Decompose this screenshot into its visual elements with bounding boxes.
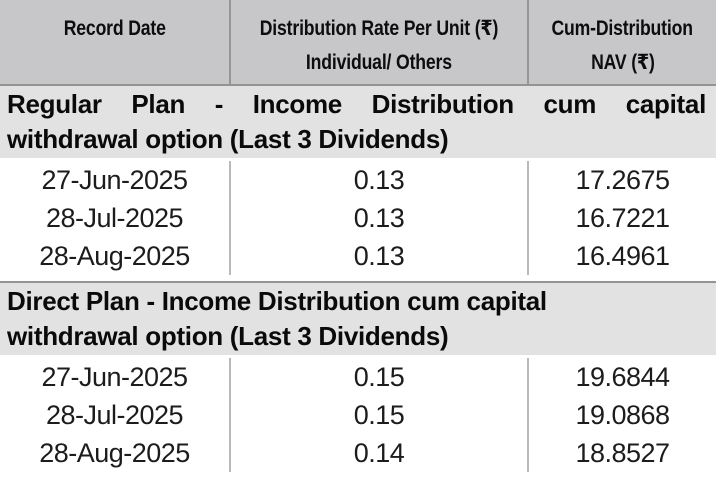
record-date-cell: 28-Jul-2025 (45, 399, 184, 430)
section-title-regular-plan: Regular Plan - Income Distribution cum c… (0, 84, 716, 158)
rate-cell: 0.13 (229, 237, 527, 275)
nav-cell: 16.7221 (527, 199, 716, 237)
rate-cell: 0.15 (229, 396, 527, 434)
record-date-cell: 28-Aug-2025 (39, 437, 190, 468)
nav-cell: 19.6844 (527, 358, 716, 396)
rate-cell: 0.13 (229, 161, 527, 199)
column-header-record-date: Record Date (0, 0, 229, 84)
rate-cell: 0.13 (229, 199, 527, 237)
record-date-cell: 28-Jul-2025 (45, 202, 184, 233)
column-header-distribution-rate-line1: Distribution Rate Per Unit (₹) (259, 17, 499, 40)
section-rows-direct-plan: 27-Jun-2025 0.15 19.6844 28-Jul-2025 0.1… (0, 358, 716, 472)
nav-cell: 16.4961 (527, 237, 716, 275)
section-title-regular-plan-line1: Regular Plan - Income Distribution cum c… (7, 89, 706, 119)
section-rows-regular-plan: 27-Jun-2025 0.13 17.2675 28-Jul-2025 0.1… (0, 161, 716, 275)
column-header-cum-distribution-line1: Cum-Distribution (551, 17, 694, 40)
rate-cell: 0.15 (229, 358, 527, 396)
record-date-cell: 27-Jun-2025 (41, 361, 188, 392)
rate-cell: 0.14 (229, 434, 527, 472)
column-header-distribution-rate-line2: Individual/ Others (306, 51, 452, 74)
nav-cell: 18.8527 (527, 434, 716, 472)
section-title-direct-plan-line1: Direct Plan - Income Distribution cum ca… (7, 286, 547, 316)
column-header-record-date-label: Record Date (63, 17, 166, 40)
column-header-distribution-rate: Distribution Rate Per Unit (₹) Individua… (229, 0, 527, 84)
section-title-regular-plan-line2: withdrawal option (Last 3 Dividends) (7, 124, 449, 154)
nav-cell: 17.2675 (527, 161, 716, 199)
table-header-row: Record Date Distribution Rate Per Unit (… (0, 0, 716, 84)
section-title-direct-plan: Direct Plan - Income Distribution cum ca… (0, 281, 716, 355)
column-header-cum-distribution-nav: Cum-Distribution NAV (₹) (527, 0, 716, 84)
nav-cell: 19.0868 (527, 396, 716, 434)
record-date-cell: 28-Aug-2025 (39, 240, 190, 271)
section-title-direct-plan-line2: withdrawal option (Last 3 Dividends) (7, 321, 449, 351)
column-header-cum-distribution-line2: NAV (₹) (590, 51, 655, 74)
record-date-cell: 27-Jun-2025 (41, 164, 188, 195)
